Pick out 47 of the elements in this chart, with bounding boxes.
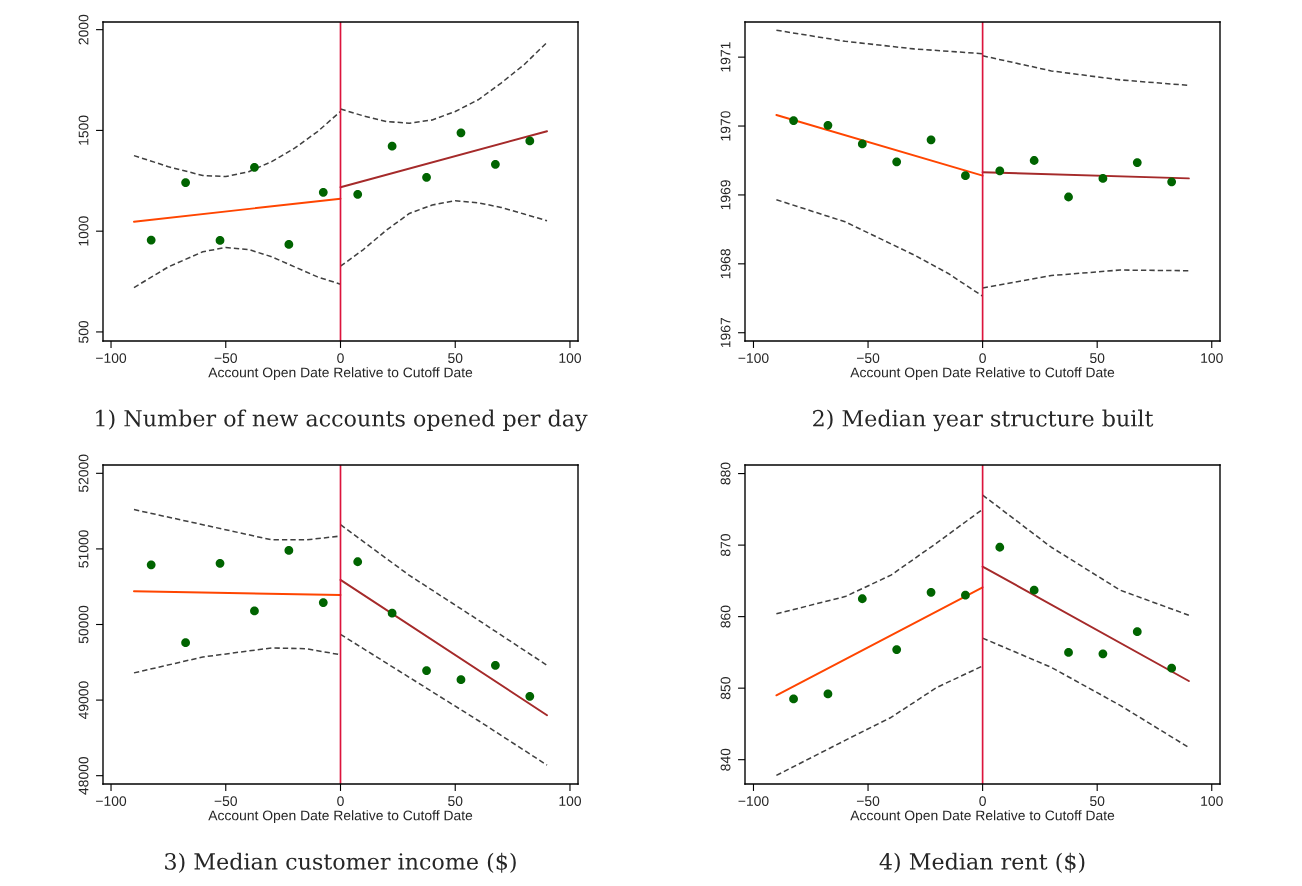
y-tick-label: 500 xyxy=(78,320,89,343)
y-tick-label: 1000 xyxy=(78,216,89,246)
x-tick-label: 0 xyxy=(979,353,986,364)
y-tick-label: 2000 xyxy=(78,14,89,45)
x-tick-label: −50 xyxy=(214,353,237,364)
y-tick-label: 1969 xyxy=(720,180,731,210)
y-tick-label: 860 xyxy=(720,605,731,628)
x-tick-label: 100 xyxy=(1201,353,1223,364)
x-tick-label: −50 xyxy=(856,353,880,364)
x-axis-title: Account Open Date Relative to Cutoff Date xyxy=(208,810,473,824)
y-tick-label: 50000 xyxy=(78,605,89,644)
x-tick-label: 0 xyxy=(337,796,344,807)
text: 4) Median rent ($) xyxy=(879,852,1085,873)
y-tick-label: 1500 xyxy=(78,115,89,145)
y-tick-label: 1968 xyxy=(720,248,731,279)
y-tick-label: 52000 xyxy=(78,454,89,493)
x-tick-label: 50 xyxy=(1090,353,1105,364)
y-tick-label: 880 xyxy=(720,462,731,485)
x-tick-label: 50 xyxy=(448,796,463,807)
y-tick-label: 870 xyxy=(720,534,731,557)
x-tick-label: −50 xyxy=(214,796,237,807)
y-tick-label: 1967 xyxy=(720,317,731,348)
y-tick-label: 51000 xyxy=(78,530,89,568)
text: 3) Median customer income ($) xyxy=(165,852,516,873)
x-tick-label: 100 xyxy=(559,796,582,807)
x-tick-label: 0 xyxy=(979,796,986,807)
x-axis-title: Account Open Date Relative to Cutoff Date xyxy=(850,367,1115,381)
x-axis-title: Account Open Date Relative to Cutoff Date xyxy=(208,367,473,381)
text: 1) Number of new accounts opened per day xyxy=(96,409,588,432)
x-tick-label: −100 xyxy=(96,353,127,364)
y-tick-label: 48000 xyxy=(78,756,89,795)
x-tick-label: 100 xyxy=(1201,796,1223,807)
y-tick-label: 1971 xyxy=(720,42,731,72)
x-tick-label: −100 xyxy=(96,796,127,807)
x-tick-label: −50 xyxy=(856,796,880,807)
x-axis-title: Account Open Date Relative to Cutoff Date xyxy=(850,810,1115,824)
y-tick-label: 850 xyxy=(720,677,731,700)
x-tick-label: 50 xyxy=(448,353,463,364)
x-tick-label: 100 xyxy=(559,353,582,364)
y-tick-label: 840 xyxy=(720,748,731,771)
x-tick-label: −100 xyxy=(738,353,769,364)
x-tick-label: 0 xyxy=(337,353,344,364)
x-tick-label: 50 xyxy=(1090,796,1105,807)
text: 2) Median year structure built xyxy=(813,409,1154,432)
y-tick-label: 49000 xyxy=(78,681,89,720)
x-tick-label: −100 xyxy=(738,796,769,807)
y-tick-label: 1970 xyxy=(720,111,731,141)
